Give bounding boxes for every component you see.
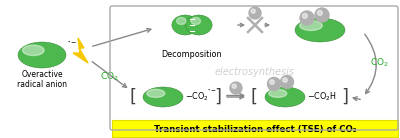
Circle shape bbox=[315, 8, 329, 22]
Circle shape bbox=[232, 84, 236, 88]
Text: Decomposition: Decomposition bbox=[162, 50, 222, 59]
Circle shape bbox=[302, 13, 307, 18]
Ellipse shape bbox=[143, 87, 183, 107]
Text: $\mathsf{^{{\boldsymbol{\cdot}}-}}$: $\mathsf{^{{\boldsymbol{\cdot}}-}}$ bbox=[207, 87, 217, 95]
Circle shape bbox=[283, 78, 287, 82]
Ellipse shape bbox=[18, 42, 66, 68]
Ellipse shape bbox=[147, 89, 165, 97]
Circle shape bbox=[280, 75, 294, 88]
Circle shape bbox=[270, 80, 274, 84]
Ellipse shape bbox=[191, 18, 200, 25]
Ellipse shape bbox=[186, 15, 212, 35]
Text: Overactive
radical anion: Overactive radical anion bbox=[17, 70, 67, 89]
Text: $\mathsf{-CO_2H}$: $\mathsf{-CO_2H}$ bbox=[307, 91, 337, 103]
Ellipse shape bbox=[300, 21, 322, 30]
Ellipse shape bbox=[172, 15, 198, 35]
Text: ]: ] bbox=[342, 88, 348, 106]
FancyBboxPatch shape bbox=[112, 120, 398, 137]
Circle shape bbox=[318, 10, 322, 15]
Text: $\mathsf{CO_2}$: $\mathsf{CO_2}$ bbox=[100, 71, 119, 83]
Ellipse shape bbox=[22, 45, 44, 55]
Ellipse shape bbox=[177, 18, 186, 25]
Ellipse shape bbox=[295, 18, 345, 42]
Circle shape bbox=[249, 7, 261, 19]
Text: [: [ bbox=[250, 88, 258, 106]
Text: $\mathsf{-CO_2}$: $\mathsf{-CO_2}$ bbox=[185, 91, 209, 103]
Text: Transient stabilization effect (TSE) of CO₂: Transient stabilization effect (TSE) of … bbox=[154, 125, 356, 134]
Circle shape bbox=[230, 82, 242, 94]
Polygon shape bbox=[73, 38, 88, 63]
Text: ]: ] bbox=[214, 88, 222, 106]
Circle shape bbox=[268, 78, 280, 91]
Text: $\mathsf{^{{\boldsymbol{\cdot}}-}}$: $\mathsf{^{{\boldsymbol{\cdot}}-}}$ bbox=[67, 39, 77, 47]
Circle shape bbox=[300, 11, 314, 25]
Ellipse shape bbox=[265, 87, 305, 107]
Circle shape bbox=[251, 9, 255, 13]
Text: [: [ bbox=[130, 88, 136, 106]
Text: electrosynthesis: electrosynthesis bbox=[215, 67, 295, 77]
Text: $\mathsf{CO_2}$: $\mathsf{CO_2}$ bbox=[370, 57, 389, 69]
Ellipse shape bbox=[269, 89, 287, 97]
